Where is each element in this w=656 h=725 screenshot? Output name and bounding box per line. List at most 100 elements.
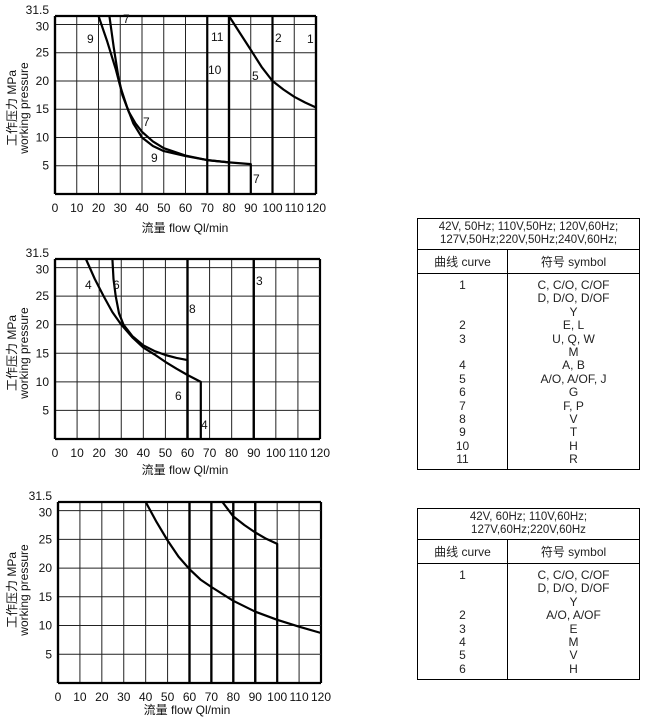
y-tick-label: 20 — [39, 561, 53, 575]
x-tick-label: 110 — [288, 446, 307, 460]
symbol-value: C, C/O, C/OF — [537, 278, 610, 292]
curve-number: 5 — [459, 648, 466, 663]
curve-label-4: 4 — [85, 278, 92, 292]
curve-number: 5 — [459, 371, 466, 386]
column-header-curve: 曲线 curve — [418, 540, 508, 563]
x-tick-label: 30 — [114, 201, 128, 215]
column-headers: 曲线 curve 符号 symbol — [418, 250, 639, 274]
curve-number: 7 — [459, 398, 466, 413]
chart-1-x-ticks: 0 10 20 30 40 50 60 70 80 90 100 110 120 — [52, 201, 327, 215]
curve-number — [418, 596, 507, 609]
x-tick-label: 20 — [92, 201, 106, 215]
chart-3-x-ticks: 0 10 20 30 40 50 60 70 80 90 100 110 120 — [55, 690, 332, 704]
curve-number: 6 — [459, 385, 466, 400]
column-header-symbol: 符号 symbol — [540, 545, 607, 559]
y-tick-label: 10 — [36, 130, 50, 144]
voltage-line-1: 42V, 50Hz; 110V,50Hz; 120V,60Hz; — [438, 221, 619, 233]
x-tick-label: 90 — [247, 446, 261, 460]
curve-column: 1 2 3 4 5 6 7 8 9 10 11 — [418, 274, 508, 470]
y-tick-label: 30 — [36, 263, 50, 277]
chart-2-x-ticks: 0 10 20 30 40 50 60 70 80 90 100 110 120 — [52, 446, 331, 460]
x-tick-label: 10 — [70, 201, 84, 215]
chart-1-svg: 0 10 20 30 40 50 60 70 80 90 100 110 120 51015202530… — [5, 3, 327, 235]
x-tick-label: 80 — [227, 690, 241, 704]
symbol-value: M — [568, 344, 579, 359]
legend-table-60hz: 42V, 60Hz; 110V,60Hz; 127V,60Hz;220V,60H… — [417, 508, 640, 681]
curve-label-8: 8 — [189, 302, 196, 316]
curve-number: 10 — [455, 438, 470, 453]
curve-label-2: 2 — [275, 31, 282, 45]
x-tick-label: 10 — [70, 446, 84, 460]
curve-label-1: 1 — [307, 32, 314, 46]
chart-3-svg: 0 10 20 30 40 50 60 70 80 90 100 110 120 5 10 15 20 25 30… — [5, 489, 332, 717]
voltage-line-2: 127V,50Hz;220V,50Hz;240V,60Hz; — [439, 234, 618, 246]
x-tick-label: 110 — [290, 690, 309, 704]
symbol-value: Y — [569, 594, 578, 609]
symbol-value: V — [569, 411, 578, 426]
symbol-value: F, P — [563, 398, 584, 413]
chart-2-curve-labels: 4 6 8 3 6 4 — [85, 274, 263, 432]
legend-table-50hz: 42V, 50Hz; 110V,50Hz; 120V,60Hz; 127V,50… — [417, 218, 640, 471]
curve-label-7: 7 — [143, 115, 150, 129]
curve-number — [418, 306, 507, 319]
column-header-curve: 曲线 curve — [418, 250, 508, 273]
y-tick-label: 15 — [36, 102, 50, 116]
x-axis-label: 流量 flow Ql/min — [142, 463, 229, 477]
chart-1-curve-labels: 9 7 7 9 7 11 10 5 2 1 — [87, 12, 314, 186]
curve-label-7: 7 — [253, 172, 260, 186]
column-header-symbol: 符号 symbol — [540, 255, 607, 269]
voltage-line-2: 127V,60Hz;220V,60Hz — [471, 524, 586, 536]
symbol-value: U, Q, W — [552, 331, 595, 346]
symbol-value: H — [569, 438, 578, 453]
chart-3-y-ticks: 5 10 15 20 25 30 31.5 — [29, 489, 53, 661]
symbol-value: A, B — [562, 358, 585, 373]
symbol-value: M — [568, 634, 579, 649]
chart-1-curves — [97, 15, 317, 194]
x-tick-label: 0 — [52, 201, 59, 215]
table-header-voltage: 42V, 50Hz; 110V,50Hz; 120V,60Hz; 127V,50… — [418, 219, 639, 250]
curve-label-3: 3 — [256, 274, 263, 288]
y-tick-label: 25 — [36, 46, 50, 60]
x-tick-label: 90 — [249, 690, 263, 704]
symbol-column: C, C/O, C/OF D, D/O, D/OF Y E, L U, Q, W M A, … — [508, 274, 639, 469]
curve-label-4: 4 — [201, 418, 208, 432]
y-tick-label: 25 — [39, 532, 53, 546]
x-tick-label: 80 — [222, 201, 236, 215]
x-tick-label: 20 — [92, 446, 106, 460]
curve-label-6: 6 — [113, 278, 120, 292]
x-tick-label: 100 — [262, 201, 282, 215]
y-axis-label-en: working pressure — [17, 62, 31, 155]
y-tick-label: 31.5 — [26, 246, 50, 260]
symbol-value: T — [569, 425, 578, 440]
y-axis-label-cn: 工作压力 MPa — [5, 315, 19, 391]
x-tick-label: 80 — [225, 446, 239, 460]
symbol-value: H — [569, 661, 578, 676]
symbol-value: G — [568, 385, 579, 400]
x-tick-label: 30 — [115, 446, 129, 460]
curve-number: 1 — [459, 278, 466, 292]
curve-number: 4 — [459, 634, 466, 649]
x-tick-label: 60 — [183, 690, 197, 704]
curve-label-6: 6 — [175, 389, 182, 403]
chart-1: 0 10 20 30 40 50 60 70 80 90 100 110 120 5 10 15 20 25 30… — [0, 0, 330, 240]
chart-2-curves — [84, 258, 202, 439]
chart-2-y-ticks: 5 10 15 20 25 30 31.5 — [26, 246, 50, 417]
chart-2-limit-lines — [186, 259, 255, 439]
table-body: 1 2 3 4 5 6 7 8 9 10 11 C, C/O, C/OF D, D/O, D/OF Y E… — [418, 274, 639, 470]
curve-number: 2 — [459, 318, 466, 333]
y-tick-label: 15 — [36, 346, 50, 360]
symbol-value: A/O, A/OF — [546, 608, 601, 623]
y-tick-label: 31.5 — [29, 489, 53, 503]
x-tick-label: 100 — [267, 690, 287, 704]
curve-7 — [108, 15, 252, 194]
chart-3-curves — [144, 501, 322, 683]
symbol-value: E, L — [562, 318, 585, 333]
y-axis-label-cn: 工作压力 MPa — [5, 552, 19, 628]
x-axis-label: 流量 flow Ql/min — [144, 703, 231, 717]
curve-number — [418, 292, 507, 305]
y-tick-label: 30 — [36, 19, 50, 33]
curve-label-9: 9 — [87, 32, 94, 46]
y-tick-label: 31.5 — [26, 3, 50, 17]
